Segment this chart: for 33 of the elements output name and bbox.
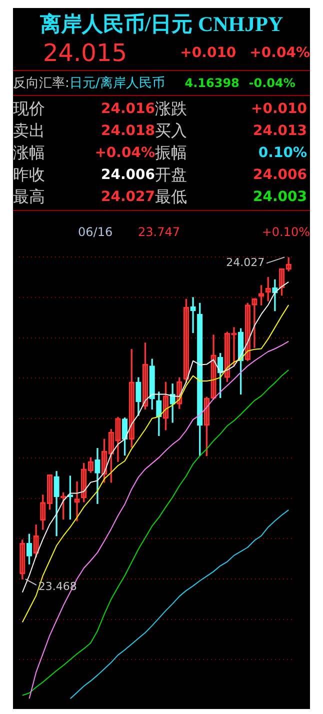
text: 24.015 bbox=[42, 39, 128, 67]
text: +0.010 bbox=[250, 101, 307, 117]
annotation: 24.027 bbox=[226, 256, 265, 270]
text: 最高 bbox=[13, 186, 46, 208]
text: 24.006 bbox=[100, 167, 155, 183]
text: 24.013 bbox=[252, 123, 307, 139]
text: 涨跌 bbox=[155, 98, 188, 120]
text: 23.747 bbox=[138, 225, 181, 239]
text: +0.04% bbox=[248, 45, 310, 61]
text: 24.027 bbox=[100, 189, 155, 205]
text: 24.003 bbox=[252, 189, 307, 205]
text: +0.010 bbox=[180, 45, 238, 61]
text: 24.018 bbox=[100, 123, 155, 139]
text: 涨幅 bbox=[13, 142, 46, 164]
text: 4.16398 bbox=[184, 76, 240, 90]
chart-title: 离岸人民币/日元 CNHJPY bbox=[38, 11, 284, 38]
text: 反向汇率: bbox=[13, 75, 70, 92]
text: -0.04% bbox=[248, 76, 296, 90]
text: 卖出 bbox=[13, 120, 46, 142]
text: 最低 bbox=[155, 186, 188, 208]
text: +0.04% bbox=[94, 145, 155, 161]
text: 0.10% bbox=[257, 145, 307, 161]
text: 买入 bbox=[155, 120, 188, 142]
text: 24.016 bbox=[100, 101, 155, 117]
candlestick bbox=[190, 297, 196, 333]
text: +0.10% bbox=[260, 225, 310, 239]
text: 24.006 bbox=[252, 167, 307, 183]
text: 06/16 bbox=[77, 225, 114, 239]
text: 昨收 bbox=[13, 164, 46, 186]
text: 振幅 bbox=[155, 142, 188, 164]
text: 开盘 bbox=[155, 164, 188, 186]
text: 现价 bbox=[13, 98, 46, 120]
text: 日元/离岸人民币 bbox=[69, 75, 166, 92]
